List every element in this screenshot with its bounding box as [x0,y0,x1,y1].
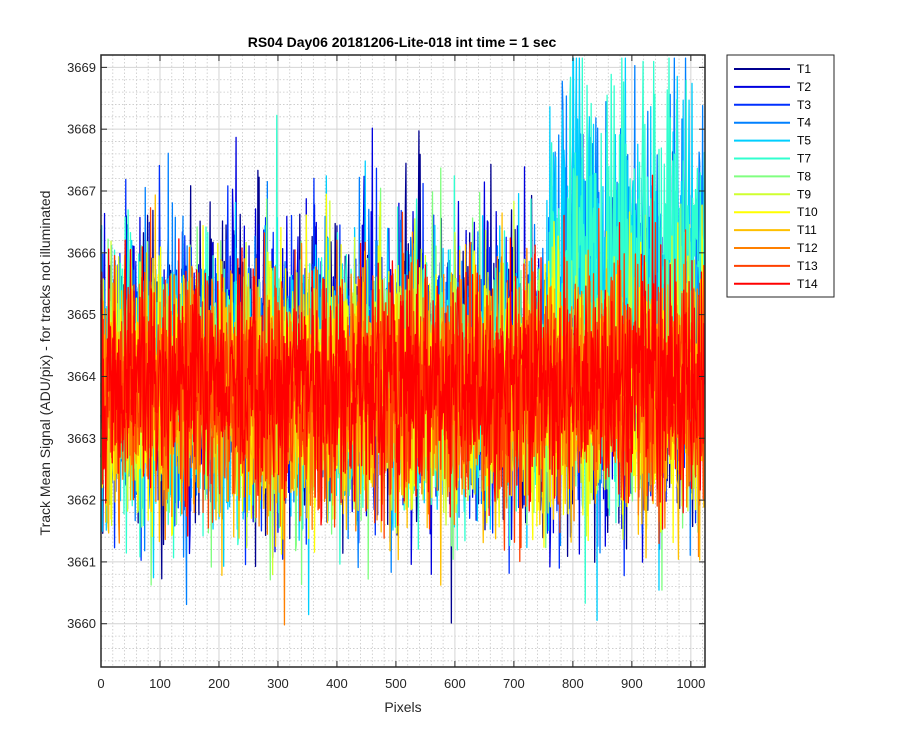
plot-frame [100,54,706,668]
x-tick-label: 100 [149,676,171,691]
legend-label-T8: T8 [797,169,811,183]
y-tick-label: 3661 [67,554,96,569]
series-line-T14 [100,174,706,537]
y-tick-label: 3667 [67,184,96,199]
x-tick-label: 400 [326,676,348,691]
y-tick-label: 3666 [67,245,96,260]
x-tick-label: 500 [385,676,407,691]
x-tick-label: 1000 [676,676,705,691]
y-tick-label: 3660 [67,616,96,631]
x-axis-label: Pixels [384,699,421,715]
y-axis-label: Track Mean Signal (ADU/pix) - for tracks… [37,191,53,536]
legend-label-T2: T2 [797,80,811,94]
legend-label-T11: T11 [797,223,817,237]
axis-ticks: 3660 3661 3662 3663 3664 3665 3666 3667 3668 3669… [67,55,705,691]
legend-label-T3: T3 [797,98,811,112]
legend-label-T13: T13 [797,259,818,273]
y-tick-label: 3665 [67,307,96,322]
y-tick-label: 3668 [67,122,96,137]
x-tick-label: 300 [267,676,289,691]
x-tick-label: 800 [562,676,584,691]
legend-label-T5: T5 [797,134,811,148]
x-tick-label: 0 [97,676,104,691]
legend-label-T7: T7 [797,152,811,166]
legend-label-T10: T10 [797,205,818,219]
legend-label-T12: T12 [797,241,818,255]
legend: T1 T2 T3 T4 T5 T7 T8 T9 T10 T11 T12 T13 T14 [726,54,835,298]
x-tick-label: 200 [208,676,230,691]
legend-label-T14: T14 [797,277,818,291]
legend-label-T1: T1 [797,62,811,76]
series-lines [100,57,706,626]
y-tick-label: 3664 [67,369,96,384]
y-tick-label: 3669 [67,60,96,75]
legend-label-T9: T9 [797,187,811,201]
chart-title: RS04 Day06 20181206-Lite-018 int time = … [248,34,557,50]
y-tick-label: 3662 [67,493,96,508]
x-tick-label: 600 [444,676,466,691]
y-tick-label: 3663 [67,431,96,446]
x-tick-label: 900 [621,676,643,691]
x-tick-label: 700 [503,676,525,691]
legend-label-T4: T4 [797,116,811,130]
